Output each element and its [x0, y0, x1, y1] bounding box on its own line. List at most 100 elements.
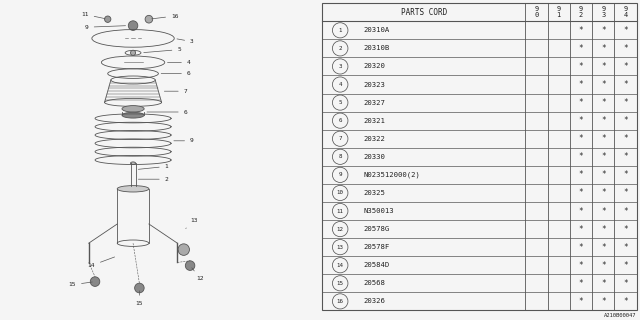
- Text: 9: 9: [85, 25, 125, 30]
- Text: *: *: [623, 279, 628, 288]
- Text: 9: 9: [601, 6, 605, 12]
- Text: 11: 11: [337, 209, 344, 213]
- Text: 1: 1: [339, 28, 342, 33]
- Ellipse shape: [131, 162, 136, 164]
- Text: *: *: [579, 225, 583, 234]
- Text: 2: 2: [579, 12, 583, 19]
- Text: *: *: [579, 297, 583, 306]
- Text: *: *: [579, 98, 583, 107]
- Text: *: *: [601, 80, 605, 89]
- Text: *: *: [579, 26, 583, 35]
- Text: *: *: [601, 44, 605, 53]
- Text: 0: 0: [534, 12, 539, 19]
- Text: *: *: [601, 170, 605, 180]
- Text: *: *: [601, 243, 605, 252]
- Text: 20330: 20330: [363, 154, 385, 160]
- Text: 9: 9: [557, 6, 561, 12]
- Text: 3: 3: [177, 39, 194, 44]
- Circle shape: [186, 261, 195, 270]
- Circle shape: [134, 283, 144, 293]
- Text: *: *: [601, 261, 605, 270]
- Text: *: *: [601, 279, 605, 288]
- Text: *: *: [623, 261, 628, 270]
- Text: *: *: [579, 134, 583, 143]
- Text: *: *: [601, 98, 605, 107]
- Text: *: *: [579, 80, 583, 89]
- Text: *: *: [601, 26, 605, 35]
- Text: 6: 6: [161, 71, 191, 76]
- Text: 1: 1: [557, 12, 561, 19]
- Text: 15: 15: [337, 281, 344, 286]
- Text: *: *: [623, 297, 628, 306]
- Text: 6: 6: [339, 118, 342, 123]
- Text: 9: 9: [174, 138, 194, 143]
- Text: *: *: [601, 297, 605, 306]
- Text: *: *: [623, 152, 628, 161]
- Text: 5: 5: [144, 47, 181, 52]
- Text: *: *: [623, 26, 628, 35]
- Text: 6: 6: [147, 109, 188, 115]
- Text: *: *: [579, 206, 583, 215]
- Text: *: *: [623, 243, 628, 252]
- Text: 2: 2: [138, 177, 168, 182]
- Text: 5: 5: [339, 100, 342, 105]
- Text: 16: 16: [337, 299, 344, 304]
- Text: *: *: [623, 62, 628, 71]
- Text: 4: 4: [168, 60, 191, 65]
- Text: *: *: [579, 116, 583, 125]
- Text: *: *: [601, 152, 605, 161]
- Text: *: *: [601, 62, 605, 71]
- Text: *: *: [601, 116, 605, 125]
- Text: *: *: [601, 206, 605, 215]
- Text: 20325: 20325: [363, 190, 385, 196]
- Text: *: *: [601, 134, 605, 143]
- Text: *: *: [601, 188, 605, 197]
- Text: 11: 11: [81, 12, 105, 19]
- Text: 20320: 20320: [363, 63, 385, 69]
- Text: *: *: [623, 80, 628, 89]
- Text: 13: 13: [337, 245, 344, 250]
- Text: *: *: [579, 261, 583, 270]
- Text: *: *: [623, 170, 628, 180]
- Text: 9: 9: [339, 172, 342, 177]
- Text: 9: 9: [579, 6, 583, 12]
- Text: 20310B: 20310B: [363, 45, 389, 52]
- Text: 20310A: 20310A: [363, 27, 389, 33]
- Text: 10: 10: [337, 190, 344, 196]
- Text: 20322: 20322: [363, 136, 385, 142]
- Text: 9: 9: [534, 6, 539, 12]
- Text: *: *: [579, 44, 583, 53]
- Text: 20321: 20321: [363, 118, 385, 124]
- Ellipse shape: [117, 186, 149, 192]
- Text: *: *: [623, 98, 628, 107]
- Text: *: *: [601, 225, 605, 234]
- Text: *: *: [623, 134, 628, 143]
- Text: A210B00047: A210B00047: [604, 313, 637, 318]
- Text: 15: 15: [136, 291, 143, 306]
- Text: *: *: [623, 44, 628, 53]
- Text: 14: 14: [88, 257, 115, 268]
- Circle shape: [131, 50, 136, 55]
- Text: 3: 3: [339, 64, 342, 69]
- Text: *: *: [579, 170, 583, 180]
- Text: 20584D: 20584D: [363, 262, 389, 268]
- Text: 9: 9: [623, 6, 628, 12]
- Text: 4: 4: [339, 82, 342, 87]
- Text: 4: 4: [623, 12, 628, 19]
- Circle shape: [104, 16, 111, 22]
- Circle shape: [145, 15, 153, 23]
- Text: 12: 12: [192, 268, 204, 281]
- Text: 12: 12: [337, 227, 344, 232]
- Text: 2: 2: [339, 46, 342, 51]
- Circle shape: [128, 21, 138, 30]
- Text: *: *: [623, 206, 628, 215]
- Text: *: *: [623, 188, 628, 197]
- Text: N350013: N350013: [363, 208, 394, 214]
- Text: 16: 16: [152, 13, 179, 19]
- Text: *: *: [579, 152, 583, 161]
- Text: 20578F: 20578F: [363, 244, 389, 250]
- Text: 20323: 20323: [363, 82, 385, 87]
- Text: 8: 8: [339, 154, 342, 159]
- Text: *: *: [579, 188, 583, 197]
- Text: 20327: 20327: [363, 100, 385, 106]
